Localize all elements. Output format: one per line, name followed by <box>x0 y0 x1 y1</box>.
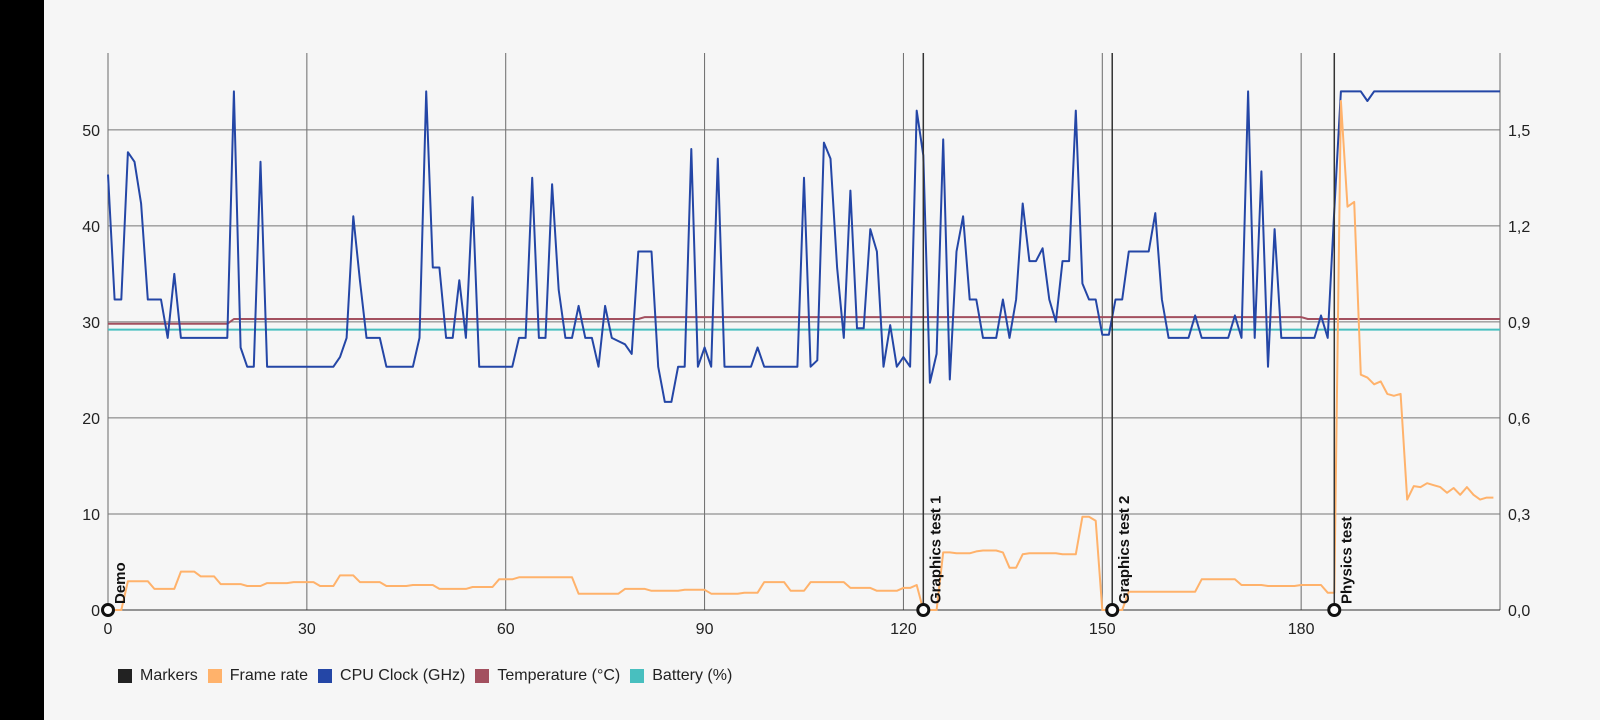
y-left-tick-label: 30 <box>82 315 100 332</box>
y-right-tick-label: 0,6 <box>1508 411 1530 428</box>
marker-label: Graphics test 2 <box>1116 496 1133 604</box>
marker-label: Demo <box>112 562 129 604</box>
x-tick-label: 150 <box>1089 621 1116 638</box>
marker-label: Graphics test 1 <box>927 496 944 604</box>
legend-item[interactable]: Temperature (°C) <box>475 667 620 685</box>
y-right-tick-label: 0,0 <box>1508 603 1530 620</box>
marker-point <box>1327 603 1342 617</box>
x-axis: 0 30 60 90 120 150 180 <box>104 621 1315 638</box>
marker-layer: Demo Graphics test 1 Graphics test 2 Physic… <box>101 53 1355 617</box>
x-tick-label: 60 <box>497 621 515 638</box>
legend-label: Battery (%) <box>652 667 733 684</box>
marker-point <box>101 603 115 617</box>
y-right-tick-label: 1,2 <box>1508 219 1530 236</box>
legend-item[interactable]: CPU Clock (GHz) <box>318 667 465 685</box>
legend-swatch <box>318 669 333 683</box>
x-tick-label: 180 <box>1288 621 1315 638</box>
y-left-axis: 0 10 20 30 40 50 <box>82 123 100 620</box>
marker-label: Physics test <box>1338 516 1355 604</box>
left-edge-bar <box>0 0 44 720</box>
x-tick-label: 0 <box>104 621 113 638</box>
x-tick-label: 90 <box>696 621 714 638</box>
series-line-temperature-c <box>108 316 1500 325</box>
y-left-tick-label: 10 <box>82 507 100 524</box>
legend-item[interactable]: Battery (%) <box>630 667 732 685</box>
legend-label: Temperature (°C) <box>497 667 621 684</box>
y-right-tick-label: 0,9 <box>1508 315 1530 332</box>
chart-canvas: 0 10 20 30 40 50 0,0 0,3 0,6 0,9 1,2 1,5 0 30 60 90 12… <box>82 53 1530 638</box>
grid-lines <box>107 53 1501 611</box>
series-line-frame-rate <box>108 100 1494 611</box>
y-left-tick-label: 50 <box>82 123 100 140</box>
y-right-tick-label: 1,5 <box>1508 123 1530 140</box>
legend-item[interactable]: Markers <box>118 667 198 685</box>
y-right-tick-label: 0,3 <box>1508 507 1530 524</box>
legend-label: Frame rate <box>229 667 309 684</box>
legend-swatch <box>118 669 132 683</box>
legend-item[interactable]: Frame rate <box>207 667 309 685</box>
legend-swatch <box>630 669 645 683</box>
y-left-tick-label: 40 <box>82 219 100 236</box>
legend-swatch <box>475 669 490 683</box>
x-tick-label: 120 <box>890 621 917 638</box>
series-line-cpu-clock-ghz <box>107 90 1500 403</box>
series-layer <box>107 90 1500 611</box>
legend-label: Markers <box>140 667 198 684</box>
legend-label: CPU Clock (GHz) <box>340 667 466 684</box>
y-left-tick-label: 0 <box>91 603 100 620</box>
chart-legend: Markers Frame rate CPU Clock (GHz) Temperat… <box>118 666 742 686</box>
legend-swatch <box>207 669 222 683</box>
marker-point <box>1105 603 1120 617</box>
y-left-tick-label: 20 <box>82 411 100 428</box>
y-right-axis: 0,0 0,3 0,6 0,9 1,2 1,5 <box>1508 123 1530 620</box>
marker-point <box>916 603 931 617</box>
x-tick-label: 30 <box>298 621 316 638</box>
